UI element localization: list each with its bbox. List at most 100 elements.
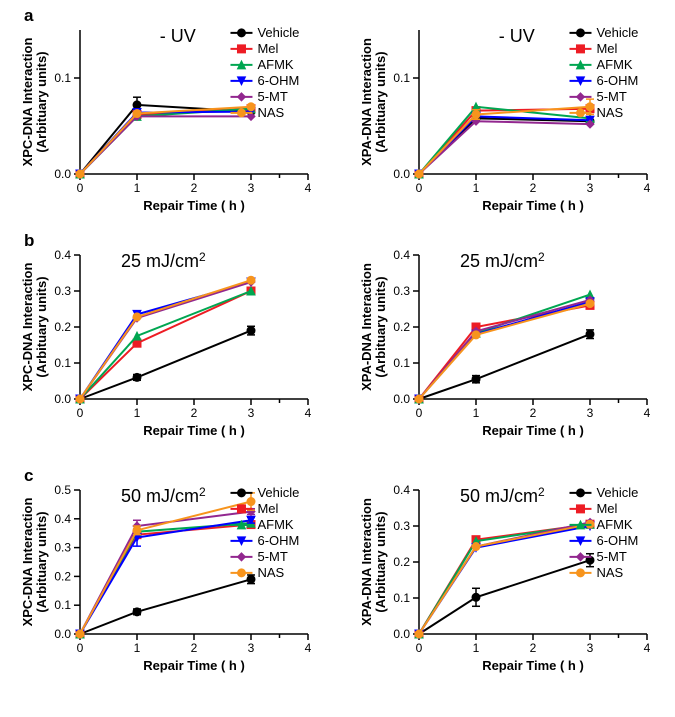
marker-Vehicle [237, 489, 245, 497]
x-tick-label: 3 [248, 181, 255, 195]
condition-title: 50 mJ/cm2 [460, 485, 545, 506]
marker-NAS [237, 109, 245, 117]
condition-title: 25 mJ/cm2 [121, 250, 206, 271]
series-line-Vehicle [419, 560, 590, 634]
marker-Vehicle [576, 489, 584, 497]
series-line-Mel [80, 525, 251, 634]
marker-NAS [415, 395, 423, 403]
marker-5MT [237, 553, 245, 561]
y-tick-label: 0.0 [393, 392, 410, 406]
marker-NAS [247, 103, 255, 111]
y-tick-label: 0.2 [54, 320, 71, 334]
marker-5MT [576, 93, 584, 101]
x-tick-label: 2 [530, 641, 537, 655]
chart-svg: 012340.00.10.20.30.40.5Repair Time ( h )… [18, 470, 318, 680]
x-tick-label: 0 [77, 641, 84, 655]
marker-NAS [76, 170, 84, 178]
y-tick-label: 0.4 [393, 483, 410, 497]
x-tick-label: 2 [191, 641, 198, 655]
marker-5MT [237, 93, 245, 101]
marker-NAS [247, 498, 255, 506]
marker-NAS [133, 313, 141, 321]
x-axis-title: Repair Time ( h ) [482, 198, 584, 213]
marker-5MT [576, 553, 584, 561]
series-line-NAS [80, 502, 251, 634]
marker-NAS [472, 331, 480, 339]
y-axis-title: XPC-DNA Interaction(Arbituary units) [20, 38, 49, 167]
condition-title: - UV [160, 26, 196, 46]
marker-Mel [237, 505, 245, 513]
y-tick-label: 0.0 [54, 627, 71, 641]
marker-NAS [415, 630, 423, 638]
panel-letter-c: c [24, 466, 33, 486]
legend-label-5MT: 5-MT [596, 549, 626, 564]
y-tick-label: 0.1 [54, 598, 71, 612]
x-tick-label: 1 [473, 181, 480, 195]
x-tick-label: 1 [473, 641, 480, 655]
legend-label-AFMK: AFMK [257, 517, 293, 532]
legend-label-NAS: NAS [596, 105, 623, 120]
marker-NAS [76, 630, 84, 638]
y-axis-title: XPA-DNA Interaction(Arbituary units) [359, 498, 388, 626]
series-line-6OHM [419, 302, 590, 399]
y-tick-label: 0.1 [393, 356, 410, 370]
x-tick-label: 1 [134, 641, 141, 655]
x-tick-label: 4 [644, 641, 651, 655]
series-line-AFMK [80, 523, 251, 634]
marker-NAS [133, 526, 141, 534]
y-tick-label: 0.3 [393, 284, 410, 298]
panel-b-left: 012340.00.10.20.30.4Repair Time ( h )XPC… [18, 235, 318, 445]
legend-label-Vehicle: Vehicle [596, 485, 638, 500]
x-tick-label: 0 [77, 406, 84, 420]
series-line-Mel [419, 305, 590, 399]
marker-Mel [576, 505, 584, 513]
legend-label-AFMK: AFMK [257, 57, 293, 72]
y-tick-label: 0.5 [54, 483, 71, 497]
x-tick-label: 3 [587, 181, 594, 195]
panel-letter-b: b [24, 231, 34, 251]
marker-Vehicle [133, 373, 141, 381]
condition-title: - UV [499, 26, 535, 46]
marker-NAS [586, 103, 594, 111]
x-tick-label: 4 [644, 406, 651, 420]
chart-svg: 012340.00.10.20.30.4Repair Time ( h )XPA… [357, 235, 657, 445]
y-tick-label: 0.2 [54, 569, 71, 583]
chart-svg: 012340.00.1Repair Time ( h )XPC-DNA Inte… [18, 10, 318, 220]
marker-Vehicle [576, 29, 584, 37]
legend-label-Vehicle: Vehicle [257, 485, 299, 500]
y-tick-label: 0.3 [393, 519, 410, 533]
row-b: 012340.00.10.20.30.4Repair Time ( h )XPC… [0, 235, 675, 445]
series-line-NAS [419, 304, 590, 399]
y-tick-label: 0.2 [393, 555, 410, 569]
legend-label-Mel: Mel [257, 41, 278, 56]
legend-label-5MT: 5-MT [257, 549, 287, 564]
x-tick-label: 2 [530, 181, 537, 195]
x-tick-label: 1 [134, 181, 141, 195]
chart-svg: 012340.00.10.20.30.4Repair Time ( h )XPC… [18, 235, 318, 445]
marker-NAS [76, 395, 84, 403]
legend-label-Vehicle: Vehicle [257, 25, 299, 40]
marker-Mel [576, 45, 584, 53]
marker-Vehicle [472, 375, 480, 383]
legend-label-5MT: 5-MT [257, 89, 287, 104]
x-tick-label: 0 [416, 641, 423, 655]
x-tick-label: 4 [305, 641, 312, 655]
marker-NAS [133, 110, 141, 118]
legend-label-Vehicle: Vehicle [596, 25, 638, 40]
chart-svg: 012340.00.10.20.30.4Repair Time ( h )XPA… [357, 470, 657, 680]
y-tick-label: 0.4 [54, 512, 71, 526]
y-axis-title: XPA-DNA Interaction(Arbituary units) [359, 38, 388, 166]
x-tick-label: 2 [530, 406, 537, 420]
x-tick-label: 0 [416, 181, 423, 195]
series-line-Vehicle [80, 331, 251, 399]
marker-NAS [586, 300, 594, 308]
x-tick-label: 1 [134, 406, 141, 420]
series-line-NAS [80, 280, 251, 399]
x-axis-title: Repair Time ( h ) [143, 423, 245, 438]
marker-Mel [237, 45, 245, 53]
y-tick-label: 0.1 [54, 356, 71, 370]
marker-NAS [472, 543, 480, 551]
legend-label-Mel: Mel [596, 41, 617, 56]
row-a: 012340.00.1Repair Time ( h )XPC-DNA Inte… [0, 10, 675, 220]
panel-letter-a: a [24, 6, 33, 26]
